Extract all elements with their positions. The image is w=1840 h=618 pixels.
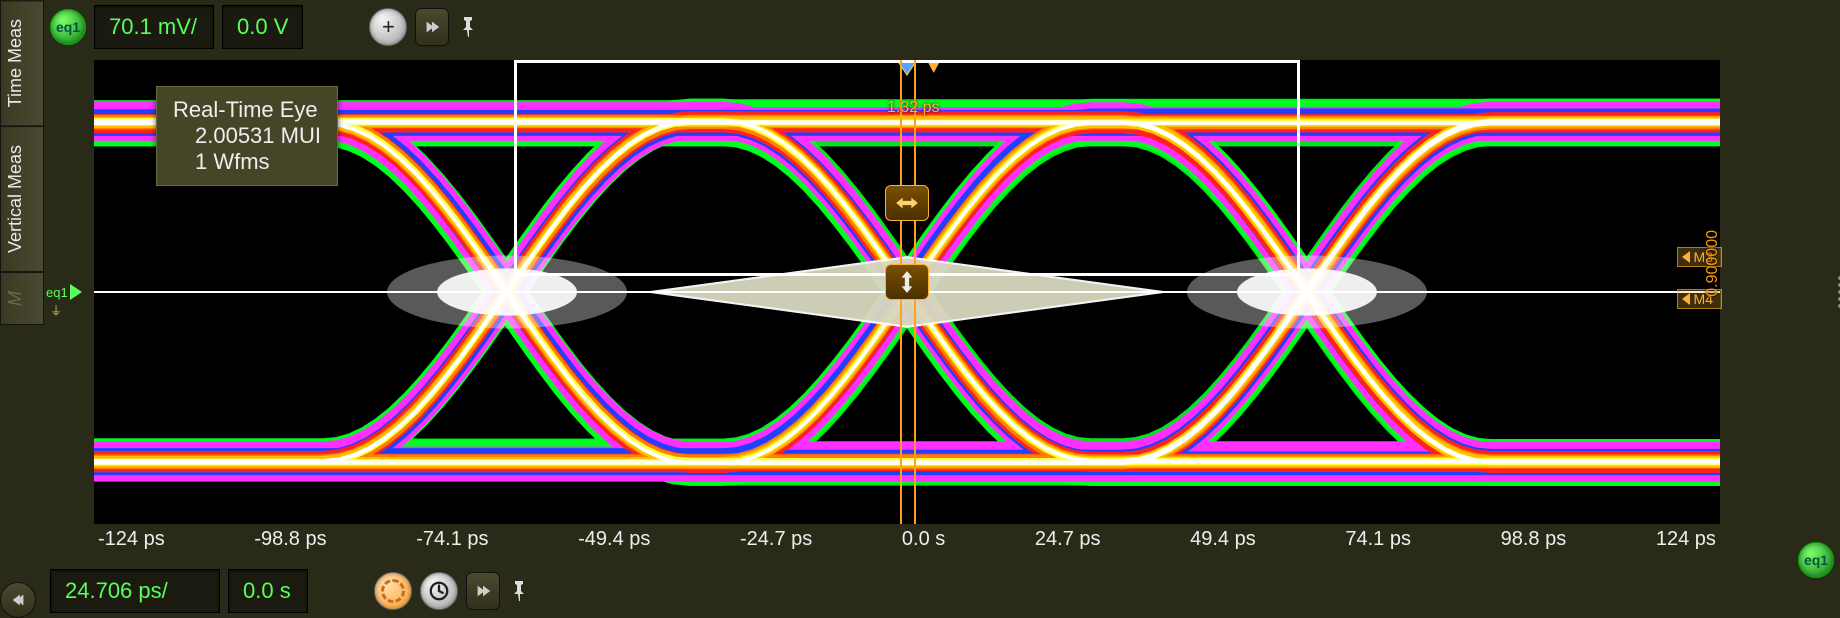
memory-depth-button[interactable]	[374, 572, 412, 610]
bottom-toolbar: 24.706 ps/ 0.0 s	[44, 564, 1840, 618]
x-tick: 0.0 s	[902, 528, 945, 558]
plot-left-gutter: eq1 ⏚	[44, 54, 94, 530]
bottom-left-expand-button[interactable]	[0, 582, 36, 618]
toolbar-pin-button[interactable]	[457, 8, 479, 46]
selection-window[interactable]	[514, 60, 1301, 276]
x-tick: -49.4 ps	[578, 528, 650, 558]
eye-diagram-plot[interactable]: 1.32 ps M3 M4 0.900000	[94, 60, 1720, 524]
bottom-pin-button[interactable]	[508, 572, 530, 610]
horizontal-marker-handle[interactable]	[885, 185, 929, 221]
side-tab-spacer	[0, 325, 44, 582]
arrows-horizontal-year-icon	[894, 190, 920, 216]
horizontal-scale-input[interactable]: 24.706 ps/	[50, 569, 220, 613]
bottom-more-button[interactable]	[466, 572, 500, 610]
tab-time-meas[interactable]: Time Meas	[0, 0, 44, 126]
side-tabs: Time Meas Vertical Meas M	[0, 0, 44, 618]
channel-badge-right[interactable]: eq1	[1798, 542, 1834, 578]
plot-outer: 1.32 ps M3 M4 0.900000	[94, 54, 1720, 530]
toolbar-more-button[interactable]	[415, 8, 449, 46]
add-button[interactable]: +	[369, 8, 407, 46]
time-mode-button[interactable]	[420, 572, 458, 610]
clock-icon	[428, 580, 450, 602]
horizontal-offset-input[interactable]: 0.0 s	[228, 569, 308, 613]
x-tick: 49.4 ps	[1190, 528, 1256, 558]
info-line-1: Real-Time Eye	[173, 97, 321, 123]
info-box: Real-Time Eye 2.00531 MUI 1 Wfms	[156, 86, 338, 186]
ground-marker-label: eq1	[46, 285, 68, 300]
info-line-2: 2.00531 MUI	[173, 123, 321, 149]
marker-m3-arrow-icon	[1682, 251, 1690, 263]
x-tick: 24.7 ps	[1035, 528, 1101, 558]
x-tick: -24.7 ps	[740, 528, 812, 558]
x-tick: -98.8 ps	[254, 528, 326, 558]
ground-marker[interactable]: eq1 ⏚	[46, 284, 82, 300]
channel-badge-right-label: eq1	[1804, 552, 1828, 568]
info-line-3: 1 Wfms	[173, 149, 321, 175]
x-axis-labels: -124 ps -98.8 ps -74.1 ps -49.4 ps -24.7 ps 0…	[94, 528, 1720, 558]
delta-t-readout: 1.32 ps	[887, 99, 939, 117]
plot-right-gutter: eq1	[1720, 54, 1840, 530]
x-tick: 98.8 ps	[1501, 528, 1567, 558]
oscilloscope-root: Time Meas Vertical Meas M eq1 70.1 mV/ 0…	[0, 0, 1840, 618]
ground-symbol: ⏚	[50, 302, 62, 319]
tab-inactive[interactable]: M	[0, 272, 44, 325]
x-tick: 74.1 ps	[1345, 528, 1411, 558]
x-tick: -124 ps	[98, 528, 165, 558]
arrows-vertical-icon	[894, 269, 920, 295]
marker-m4-arrow-icon	[1682, 293, 1690, 305]
vertical-offset-input[interactable]: 0.0 V	[222, 5, 303, 49]
channel-badge-label: eq1	[56, 19, 80, 35]
top-toolbar: eq1 70.1 mV/ 0.0 V +	[44, 0, 1840, 54]
tab-vertical-meas[interactable]: Vertical Meas	[0, 126, 44, 272]
channel-badge-top[interactable]: eq1	[50, 9, 86, 45]
main-area: eq1 70.1 mV/ 0.0 V + eq1 ⏚	[44, 0, 1840, 618]
x-tick: -74.1 ps	[416, 528, 488, 558]
vertical-readout: 0.900000	[1704, 230, 1722, 297]
vertical-marker-handle[interactable]	[885, 264, 929, 300]
vertical-scale-input[interactable]: 70.1 mV/	[94, 5, 214, 49]
plot-wrap: eq1 ⏚ 1.32 ps	[44, 54, 1840, 530]
ground-marker-icon	[70, 284, 82, 300]
x-tick: 124 ps	[1656, 528, 1716, 558]
